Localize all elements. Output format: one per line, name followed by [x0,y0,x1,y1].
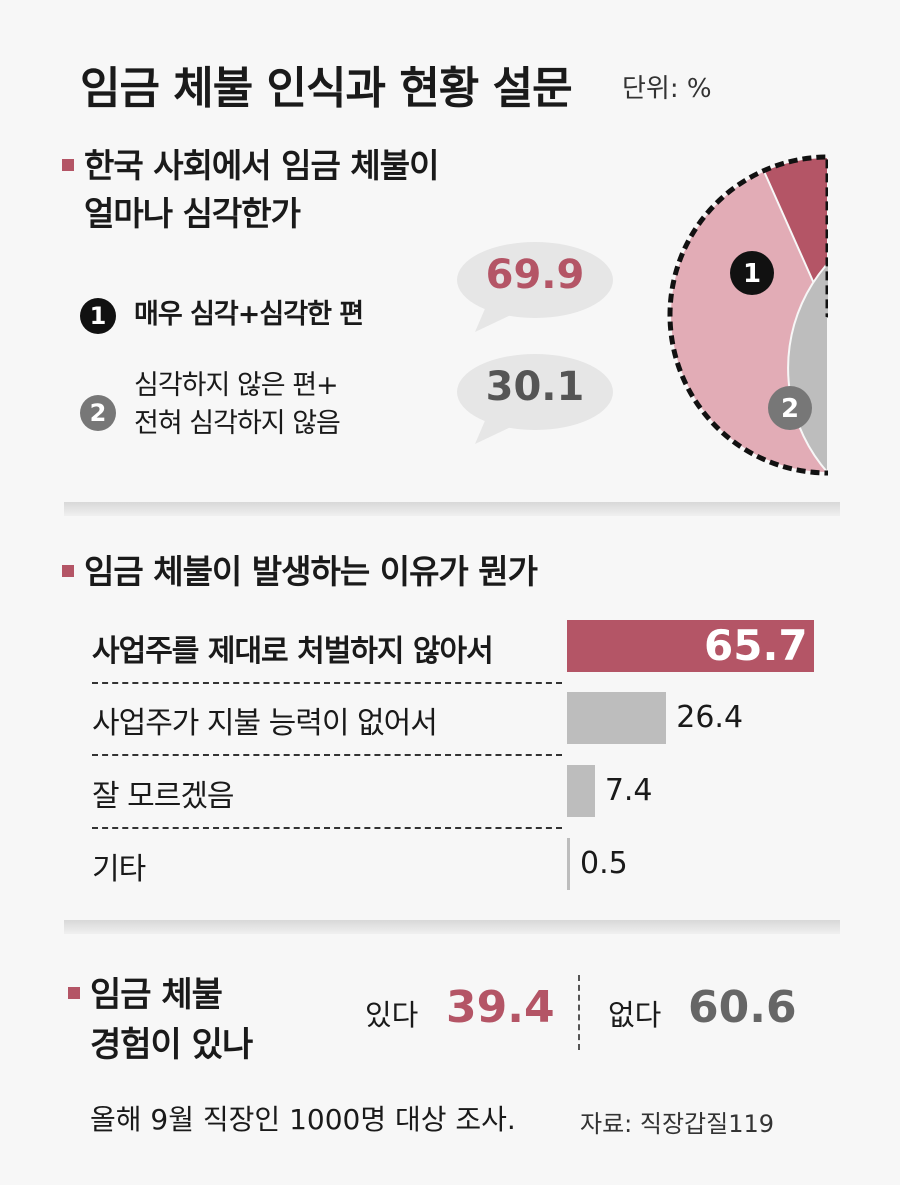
svg-text:1: 1 [743,259,761,289]
pie-chart: 12 [667,130,900,490]
page-title: 임금 체불 인식과 현황 설문 [80,63,573,114]
pie-value-2: 30.1 [485,364,585,410]
q1-heading-line1: 한국 사회에서 임금 체불이 [84,146,439,185]
value-bubble-1 [457,242,613,332]
row-divider [92,827,562,829]
pie-label-1: 1 [730,251,774,295]
bar-value-label: 7.4 [604,773,653,808]
q3-heading-line1: 임금 체불 [90,975,223,1015]
bar [567,692,667,744]
bar-value-label: 26.4 [676,700,744,735]
bar-label: 잘 모르겠음 [92,779,235,814]
bar-label: 기타 [92,852,146,887]
q3-no-value: 60.6 [688,982,797,1033]
legend-number-1: 1 [80,298,116,334]
bar [567,765,595,817]
svg-text:2: 2 [781,394,799,424]
pie-value-1: 69.9 [485,252,585,298]
section-bullet [62,159,74,171]
legend-label-2: 심각하지 않은 편+ 전혀 심각하지 않음 [134,367,341,443]
q2-heading: 임금 체불이 발생하는 이유가 뭔가 [62,548,538,596]
pie-clip-mask [828,130,900,490]
pie-label-2: 2 [768,386,812,430]
q3-heading-line2: 경험이 있나 [90,1025,253,1065]
legend-label-1: 매우 심각+심각한 편 [134,299,364,330]
section-bullet [62,565,74,577]
q3-yes-value: 39.4 [446,982,555,1033]
q3-no-label: 없다 [608,998,662,1032]
q3-separator [578,975,580,1050]
unit-label: 단위: % [622,74,712,104]
source-credit: 자료: 직장갑질119 [580,1110,775,1138]
bar [567,620,814,672]
q1-heading-line2: 얼마나 심각한가 [84,194,301,233]
value-bubble-2 [457,354,613,444]
bar-label: 사업주가 지불 능력이 없어서 [92,706,438,741]
bar-value-label: 65.7 [704,621,808,670]
q2-heading-text: 임금 체불이 발생하는 이유가 뭔가 [84,552,538,591]
q1-heading: 한국 사회에서 임금 체불이 얼마나 심각한가 [62,142,439,238]
footnote: 올해 9월 직장인 1000명 대상 조사. [90,1103,516,1136]
legend-number-2: 2 [80,395,116,431]
pie-slice-2-light [787,215,900,476]
bar-label: 사업주를 제대로 처벌하지 않아서 [92,634,494,669]
section-divider [64,502,840,516]
legend-label-2-line1: 심각하지 않은 편+ [134,370,339,401]
pie-slice-1-outline [667,154,900,476]
section-bullet [68,987,80,999]
q3-heading: 임금 체불 경험이 있나 [68,970,253,1070]
legend-label-2-line2: 전혀 심각하지 않음 [134,408,341,439]
q3-yes-label: 있다 [365,998,419,1032]
bar-value-label: 0.5 [580,846,628,881]
section-divider [64,920,840,934]
bar [567,838,570,890]
row-divider [92,682,562,684]
row-divider [92,754,562,756]
